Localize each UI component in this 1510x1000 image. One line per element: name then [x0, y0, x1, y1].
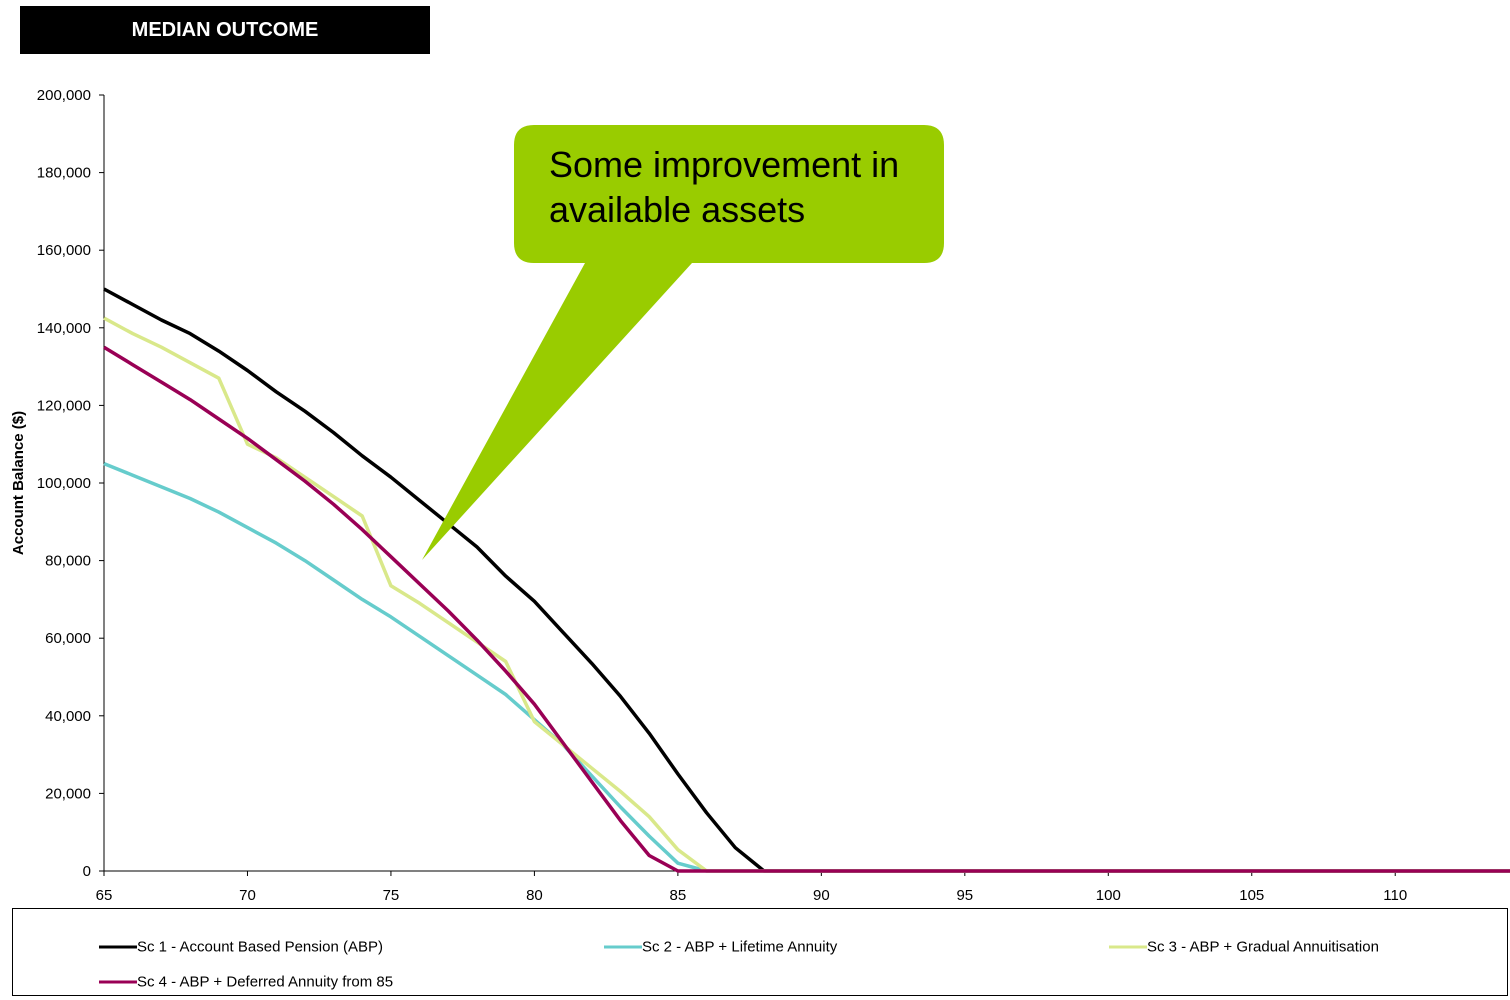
y-tick-label: 120,000: [37, 397, 91, 414]
legend-item-sc4: Sc 4 - ABP + Deferred Annuity from 85: [99, 974, 393, 991]
x-tick-label: 95: [956, 887, 973, 904]
y-tick-label: 60,000: [45, 630, 91, 647]
y-tick-label: 140,000: [37, 320, 91, 337]
series-line-sc3: [103, 316, 1510, 873]
series-line-sc4: [103, 345, 1510, 873]
x-tick-label: 70: [239, 887, 256, 904]
y-tick-label: 80,000: [45, 553, 91, 570]
legend-swatch-sc3: [1109, 945, 1147, 949]
legend-label-sc3: Sc 3 - ABP + Gradual Annuitisation: [1147, 938, 1379, 956]
x-tick-label: 110: [1383, 887, 1407, 904]
x-tick-label: 105: [1239, 887, 1264, 904]
x-tick-label: 80: [526, 887, 543, 904]
x-tick-label: 65: [96, 887, 113, 904]
legend-swatch-sc4: [99, 980, 137, 984]
legend-label-sc2: Sc 2 - ABP + Lifetime Annuity: [642, 938, 838, 956]
chart-legend: Sc 1 - Account Based Pension (ABP) Sc 2 …: [12, 908, 1508, 996]
y-tick-label: 180,000: [37, 165, 91, 182]
series-line-sc2: [103, 461, 1510, 873]
y-tick-label: 100,000: [37, 475, 91, 492]
legend-swatch-sc2: [604, 945, 642, 949]
x-tick-label: 100: [1096, 887, 1121, 904]
callout-text-line2: available assets: [549, 189, 805, 230]
legend-item-sc2: Sc 2 - ABP + Lifetime Annuity: [604, 939, 837, 956]
y-tick-label: 20,000: [45, 785, 91, 802]
plot-axes: 0 20,000 40,000 60,000 80,000 100,000 120,000 1…: [10, 87, 1510, 904]
callout-text-line1: Some improvement in: [549, 144, 899, 185]
callout: Some improvement in available assets: [422, 125, 944, 560]
y-tick-label: 200,000: [37, 87, 91, 104]
legend-swatch-sc1: [99, 945, 137, 949]
chart-banner-title: MEDIAN OUTCOME: [20, 6, 430, 54]
legend-label-sc1: Sc 1 - Account Based Pension (ABP): [137, 938, 383, 956]
legend-item-sc3: Sc 3 - ABP + Gradual Annuitisation: [1109, 939, 1379, 956]
y-tick-label: 40,000: [45, 708, 91, 725]
x-tick-label: 85: [670, 887, 687, 904]
legend-item-sc1: Sc 1 - Account Based Pension (ABP): [99, 939, 383, 956]
series-line-sc1: [103, 287, 1510, 873]
y-tick-label: 0: [83, 863, 91, 880]
y-axis-title: Account Balance ($): [10, 411, 27, 555]
y-tick-label: 160,000: [37, 242, 91, 259]
x-tick-label: 75: [383, 887, 400, 904]
callout-bubble: [422, 125, 944, 560]
x-tick-label: 90: [813, 887, 830, 904]
legend-label-sc4: Sc 4 - ABP + Deferred Annuity from 85: [137, 973, 394, 991]
line-chart: 0 20,000 40,000 60,000 80,000 100,000 120,000 1…: [10, 87, 1510, 904]
plot-lines: [103, 287, 1510, 873]
